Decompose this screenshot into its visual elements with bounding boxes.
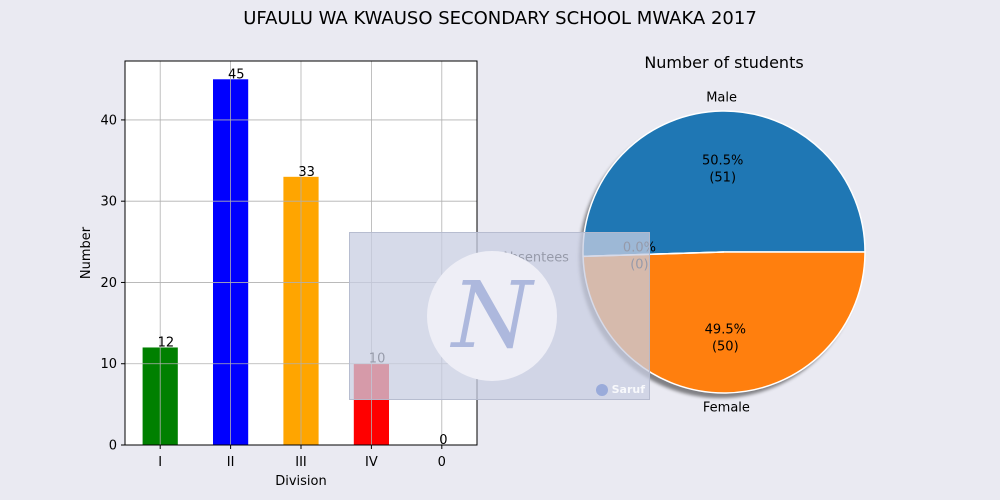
pie-label: Male [706,90,737,105]
y-tick-label: 0 [109,439,117,454]
watermark-brand-text: Saruf [611,383,645,396]
bar-value-label: 45 [228,67,245,82]
y-tick-label: 10 [100,357,117,372]
bar-value-label: 33 [298,165,315,180]
y-axis-label: Number [79,226,94,279]
y-tick-label: 30 [100,195,117,210]
bar-value-label: 12 [158,335,175,350]
x-axis-label: Division [275,474,327,489]
y-tick-label: 40 [100,113,117,128]
bar-value-label: 0 [439,433,447,448]
watermark-logo: N [427,251,557,381]
x-tick-label: III [295,455,307,470]
watermark-brand-icon [595,384,608,396]
page-title: UFAULU WA KWAUSO SECONDARY SCHOOL MWAKA … [243,8,757,29]
pie-count-label: (50) [712,340,739,355]
pie-percent-label: 49.5% [705,323,746,338]
x-tick-label: IV [365,455,378,470]
y-tick-label: 20 [100,276,117,291]
watermark-logo-mark: N [451,262,533,369]
pie-label: Female [703,401,750,416]
pie-slice-male [582,110,866,258]
watermark: N Saruf [349,232,650,400]
pie-count-label: (51) [709,170,736,185]
x-tick-label: I [158,455,162,470]
pie-percent-label: 50.5% [702,153,743,168]
x-tick-label: 0 [438,455,446,470]
watermark-brand: Saruf [595,383,645,396]
pie-title: Number of students [644,53,803,72]
x-tick-label: II [227,455,235,470]
